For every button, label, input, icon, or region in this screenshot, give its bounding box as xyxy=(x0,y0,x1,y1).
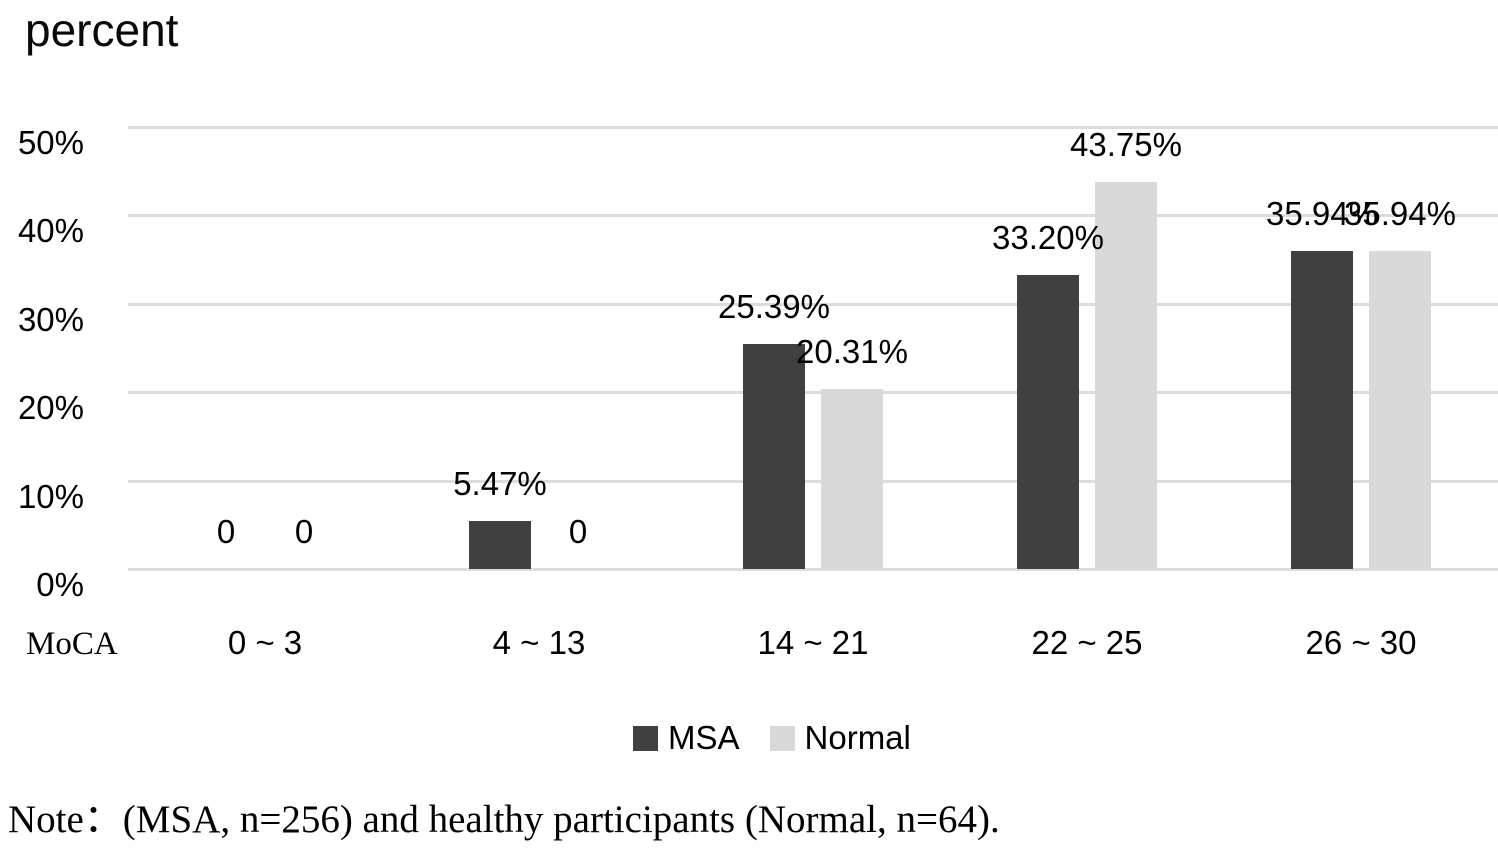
gridline-0% xyxy=(128,568,1498,571)
gridline-40% xyxy=(128,214,1498,217)
bar-normal-3 xyxy=(1095,181,1157,569)
legend-item-normal: Normal xyxy=(769,719,911,757)
x-axis-category-label: 14 ~ 21 xyxy=(757,624,869,661)
data-label-normal-4: 35.94% xyxy=(1344,194,1456,232)
gridline-30% xyxy=(128,302,1498,306)
data-label-normal-3: 43.75% xyxy=(1070,125,1182,163)
figure-note: Note：(MSA, n=256) and healthy participan… xyxy=(8,798,1000,841)
data-label-normal-0: 0 xyxy=(294,513,314,550)
y-axis-tick-label: 30% xyxy=(17,300,84,338)
bar-msa-4 xyxy=(1291,250,1353,569)
chart-title: percent xyxy=(25,4,179,56)
legend-label-msa: MSA xyxy=(668,719,740,756)
x-axis-category-label: 26 ~ 30 xyxy=(1305,624,1417,661)
bar-msa-1 xyxy=(469,520,531,569)
legend-label-normal: Normal xyxy=(804,719,911,756)
bar-msa-3 xyxy=(1017,275,1079,569)
y-axis-tick-label: 40% xyxy=(17,212,84,249)
x-axis-prefix-label: MoCA xyxy=(26,626,118,662)
data-label-msa-2: 25.39% xyxy=(718,288,830,326)
x-axis-category-label: 4 ~ 13 xyxy=(492,624,586,661)
legend-swatch-normal xyxy=(769,725,795,751)
y-axis-tick-label: 0% xyxy=(36,566,84,603)
gridline-50% xyxy=(128,125,1498,129)
bar-normal-2 xyxy=(821,389,883,569)
bar-normal-4 xyxy=(1369,250,1431,569)
data-label-msa-4: 35.94% xyxy=(1266,194,1378,232)
y-axis-tick-label: 20% xyxy=(17,389,84,426)
y-axis-tick-label: 10% xyxy=(17,477,84,515)
data-label-msa-1: 5.47% xyxy=(453,464,547,502)
legend-swatch-msa xyxy=(633,725,658,751)
x-axis-category-label: 22 ~ 25 xyxy=(1031,624,1143,661)
data-label-msa-3: 33.20% xyxy=(992,219,1104,257)
data-label-normal-2: 20.31% xyxy=(796,333,908,371)
chart-legend: MSA Normal xyxy=(633,719,911,757)
y-axis-tick-label: 50% xyxy=(17,123,84,161)
bar-msa-2 xyxy=(743,344,805,569)
data-label-msa-0: 0 xyxy=(216,513,236,550)
x-axis-category-label: 0 ~ 3 xyxy=(227,624,303,661)
gridline-20% xyxy=(128,391,1498,394)
gridline-10% xyxy=(128,479,1498,483)
data-label-normal-1: 0 xyxy=(568,513,588,550)
legend-item-msa: MSA xyxy=(633,719,740,757)
